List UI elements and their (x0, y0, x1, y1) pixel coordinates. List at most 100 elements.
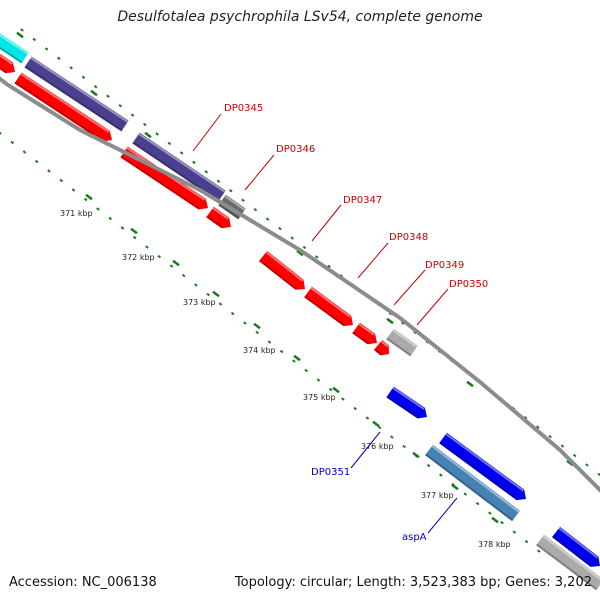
forward-gene-dp0348-highlight (310, 287, 351, 318)
gene-label: DP0349 (425, 260, 464, 271)
tick-dash (130, 227, 138, 235)
gene-label: aspA (402, 532, 427, 543)
tick-dot (314, 255, 319, 259)
reverse-gene-aspa-highlight (431, 445, 520, 513)
forward-gene-a-shade (0, 61, 7, 74)
tick-dot (181, 273, 186, 278)
gene-label: DP0351 (311, 467, 350, 478)
forward-gene-dp0350 (373, 339, 390, 356)
tick-dot (57, 56, 61, 61)
gray-feature-shade (218, 203, 240, 220)
forward-gene-dp0349-highlight (358, 323, 375, 336)
forward-gene-dp0346-body (206, 206, 232, 229)
scale-label: 371 kbp (60, 209, 93, 218)
tick-dot (302, 245, 307, 250)
reverse-gene-dp0351-shade (386, 395, 419, 419)
tick-dot (390, 435, 394, 439)
tick-dot (71, 188, 76, 192)
tick-dash (412, 451, 420, 459)
reverse-gene-2-body (552, 526, 600, 567)
forward-gene-dp0347-highlight (265, 251, 304, 282)
tick-dash (172, 259, 180, 267)
forward-gene-dp0346-highlight (212, 207, 229, 220)
gene-leader-line (357, 242, 389, 279)
tick-dot (83, 197, 88, 202)
tick-dot (228, 189, 233, 193)
tick-dot (130, 113, 135, 117)
tick-dash (90, 89, 98, 97)
reverse-gene-2 (552, 526, 600, 567)
reverse-gene-1-body (439, 432, 526, 501)
other-feature-1 (386, 328, 418, 357)
tick-dot (155, 132, 159, 136)
tick-dot (167, 141, 172, 146)
tick-dot (475, 501, 480, 506)
forward-gene-dp0346 (206, 206, 232, 229)
forward-gene-a (0, 52, 15, 74)
tick-dash (16, 31, 24, 39)
forward-gene-dp0346-shade (206, 215, 223, 229)
forward-gene-a-body (0, 52, 15, 74)
forward-gene-dp0347-body (258, 250, 306, 290)
reverse-gene-dp0351 (386, 386, 428, 419)
cyan-feature (0, 32, 29, 64)
gene-leader-line (416, 288, 449, 326)
rna-feature-1-highlight (30, 56, 129, 123)
tick-dash (85, 193, 93, 201)
tick-dot (218, 302, 223, 306)
reverse-gene-1-shade (439, 441, 518, 501)
tick-dash (451, 483, 459, 491)
tick-dot (292, 359, 296, 363)
forward-gene-dp0349 (352, 322, 378, 345)
tick-dot (304, 368, 308, 373)
tick-dot (328, 387, 333, 392)
tick-dash (296, 249, 304, 257)
forward-gene-dp0345-shade (120, 155, 200, 210)
tick-dot (108, 216, 113, 221)
tick-dot (81, 75, 86, 79)
tick-dot (157, 254, 161, 259)
tick-dot (439, 473, 443, 477)
tick-dot (267, 340, 272, 344)
forward-gene-b-highlight (20, 72, 110, 133)
tick-dot (560, 444, 565, 448)
gene-leader-line (192, 113, 222, 152)
forward-gene-b (14, 72, 112, 142)
forward-gene-dp0350-body (373, 339, 390, 356)
tick-dot (536, 425, 540, 429)
tick-dot (47, 169, 51, 173)
tick-dot (377, 425, 382, 430)
tick-dot (118, 103, 123, 108)
reverse-gene-1 (439, 432, 526, 501)
tick-dot (265, 217, 270, 221)
rna-feature-1 (24, 56, 129, 132)
cyan-feature-body (0, 32, 29, 64)
gene-leader-line (244, 154, 275, 191)
reverse-gene-aspa (425, 444, 520, 522)
forward-gene-a-highlight (0, 53, 13, 65)
tick-dot (279, 349, 284, 354)
tick-dot (143, 122, 147, 127)
tick-dash (372, 420, 380, 428)
forward-gene-b-shade (14, 81, 104, 142)
tick-dot (32, 37, 37, 42)
scale-label: 374 kbp (243, 346, 276, 355)
tick-dot (353, 406, 357, 411)
tick-dash (293, 354, 301, 362)
tick-dot (341, 397, 345, 401)
tick-dot (402, 444, 406, 449)
tick-dot (59, 178, 64, 183)
reverse-gene-aspa-shade (425, 453, 514, 522)
gene-label: DP0350 (449, 279, 488, 290)
gene-label: DP0347 (343, 195, 382, 206)
other-feature-2-body (536, 534, 600, 591)
genome-summary: Topology: circular; Length: 3,523,383 bp… (234, 575, 592, 590)
reverse-gene-aspa-body (425, 444, 520, 522)
tick-dot (230, 311, 235, 316)
tick-dot (537, 549, 541, 553)
scale-label: 378 kbp (478, 540, 511, 549)
tick-dot (597, 472, 600, 477)
gene-label: DP0348 (389, 232, 428, 243)
scale-label: 373 kbp (183, 298, 216, 307)
